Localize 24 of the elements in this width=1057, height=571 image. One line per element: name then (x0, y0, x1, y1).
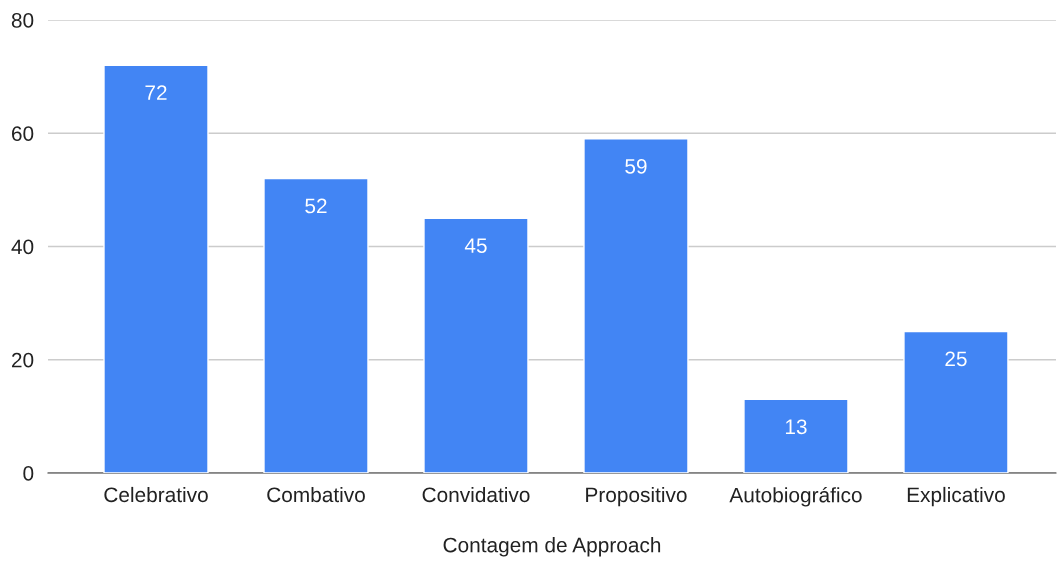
x-tick-label: Convidativo (422, 486, 530, 503)
bar (743, 398, 849, 473)
x-tick-label: Celebrativo (104, 486, 208, 503)
bar (583, 138, 689, 473)
data-label: 45 (464, 238, 487, 253)
bar (263, 177, 369, 473)
x-tick-label: Combativo (267, 486, 365, 503)
x-axis-title: Contagem de Approach (443, 537, 661, 557)
bar (423, 217, 529, 473)
data-label: 59 (625, 158, 647, 174)
x-tick-label: Propositivo (586, 486, 687, 507)
data-label: 25 (945, 351, 967, 367)
y-tick-label: 80 (11, 13, 34, 28)
data-label: 13 (785, 419, 807, 435)
bar (103, 64, 209, 473)
x-tick-label: Autobiográfico (729, 486, 862, 507)
x-tick-label: Explicativo (907, 486, 1005, 507)
y-tick-label: 60 (12, 126, 34, 141)
bar (903, 330, 1009, 473)
y-tick-label: 40 (11, 239, 34, 255)
data-label: 52 (305, 198, 327, 214)
y-tick-label: 0 (23, 466, 34, 481)
y-tick-label: 20 (11, 352, 34, 368)
data-label: 72 (145, 85, 167, 100)
